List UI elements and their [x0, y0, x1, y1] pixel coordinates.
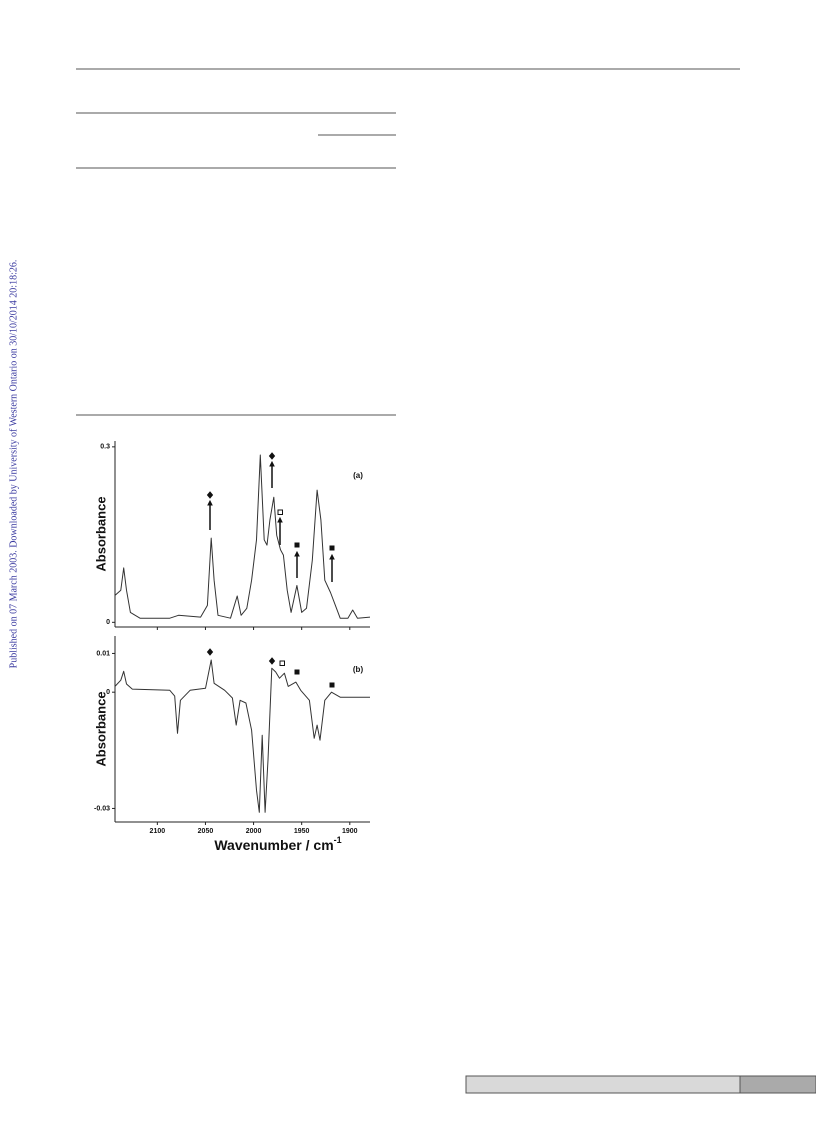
x-tick-label: 2100 [150, 828, 166, 835]
x-axis-label-sup: -1 [334, 835, 342, 845]
footer-bar-end [739, 1075, 816, 1094]
spectrum-line [114, 454, 371, 619]
spectrum-line [114, 659, 370, 813]
diamond [206, 648, 214, 656]
x-tick-label: 1950 [294, 828, 310, 835]
y-tick-label: 0.01 [96, 650, 110, 657]
arrow-head [207, 499, 213, 506]
filled-square [329, 545, 335, 551]
arrow-head [277, 516, 283, 523]
footer-bar [465, 1075, 741, 1094]
open-square [279, 660, 285, 666]
arrow-head [269, 460, 275, 467]
rules [76, 68, 740, 416]
side-note: Published on 07 March 2003. Downloaded b… [8, 260, 19, 669]
filled-square [294, 669, 300, 675]
panel-label: (a) [353, 471, 363, 480]
x-axis-label: Wavenumber / cm-1 [214, 835, 341, 852]
y-tick-label: 0.3 [100, 444, 110, 451]
x-tick-label: 2050 [198, 828, 214, 835]
arrow-head [294, 550, 300, 557]
y-tick-label: 0 [106, 689, 110, 696]
diamond [206, 491, 214, 499]
diamond [268, 452, 276, 460]
open-square [277, 509, 283, 515]
y-axis-label: Absorbance [93, 496, 108, 571]
arrow-head [329, 553, 335, 560]
y-tick-label: 0 [106, 619, 110, 626]
x-tick-label: 2000 [246, 828, 262, 835]
x-axis-label-text: Wavenumber / cm [214, 837, 333, 853]
panel-label: (b) [353, 665, 364, 674]
peak-markers [206, 452, 335, 688]
y-tick-label: -0.03 [94, 805, 110, 812]
filled-square [294, 542, 300, 548]
diamond [268, 657, 276, 665]
y-axis-label: Absorbance [93, 691, 108, 766]
filled-square [329, 682, 335, 688]
x-tick-label: 1900 [342, 828, 358, 835]
